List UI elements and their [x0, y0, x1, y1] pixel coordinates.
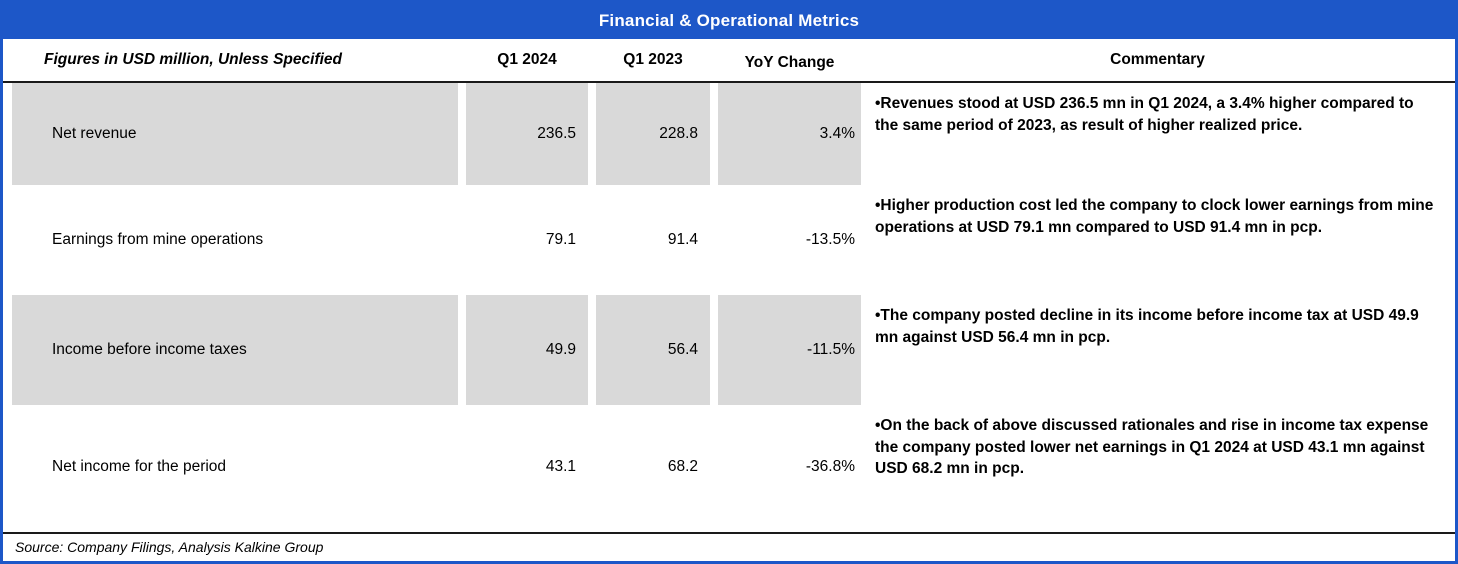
metric-label: Earnings from mine operations [12, 185, 458, 295]
table-row: Net income for the period 43.1 68.2 -36.… [3, 405, 1455, 529]
metric-q1-2024-value: 43.1 [466, 405, 588, 529]
metric-yoy-value: -13.5% [718, 185, 861, 295]
header-figures-label: Figures in USD million, Unless Specified [44, 51, 343, 68]
table-body: Net revenue 236.5 228.8 3.4% •Revenues s… [3, 83, 1455, 532]
table-row: Net revenue 236.5 228.8 3.4% •Revenues s… [3, 83, 1455, 185]
source-note: Source: Company Filings, Analysis Kalkin… [3, 532, 1455, 561]
header-yoy-change: YoY Change [744, 54, 835, 71]
metric-q1-2023-value: 91.4 [596, 185, 710, 295]
metric-q1-2024-value: 236.5 [466, 83, 588, 185]
metric-commentary: •Revenues stood at USD 236.5 mn in Q1 20… [869, 83, 1446, 185]
metric-q1-2023-value: 56.4 [596, 295, 710, 405]
metric-label: Net revenue [12, 83, 458, 185]
header-commentary: Commentary [1110, 51, 1205, 68]
metric-q1-2023-value: 228.8 [596, 83, 710, 185]
metric-yoy-value: -36.8% [718, 405, 861, 529]
metric-yoy-value: -11.5% [718, 295, 861, 405]
metric-q1-2023-value: 68.2 [596, 405, 710, 529]
table-row: Income before income taxes 49.9 56.4 -11… [3, 295, 1455, 405]
metric-commentary: •Higher production cost led the company … [869, 185, 1446, 295]
table-header-row: Figures in USD million, Unless Specified… [3, 39, 1455, 83]
table-title: Financial & Operational Metrics [3, 3, 1455, 39]
metric-commentary: •The company posted decline in its incom… [869, 295, 1446, 405]
metric-q1-2024-value: 79.1 [466, 185, 588, 295]
header-q1-2024: Q1 2024 [497, 51, 557, 68]
header-q1-2023: Q1 2023 [623, 51, 683, 68]
metric-commentary: •On the back of above discussed rational… [869, 405, 1446, 529]
metric-q1-2024-value: 49.9 [466, 295, 588, 405]
metric-yoy-value: 3.4% [718, 83, 861, 185]
metric-label: Income before income taxes [12, 295, 458, 405]
table-row: Earnings from mine operations 79.1 91.4 … [3, 185, 1455, 295]
metric-label: Net income for the period [12, 405, 458, 529]
